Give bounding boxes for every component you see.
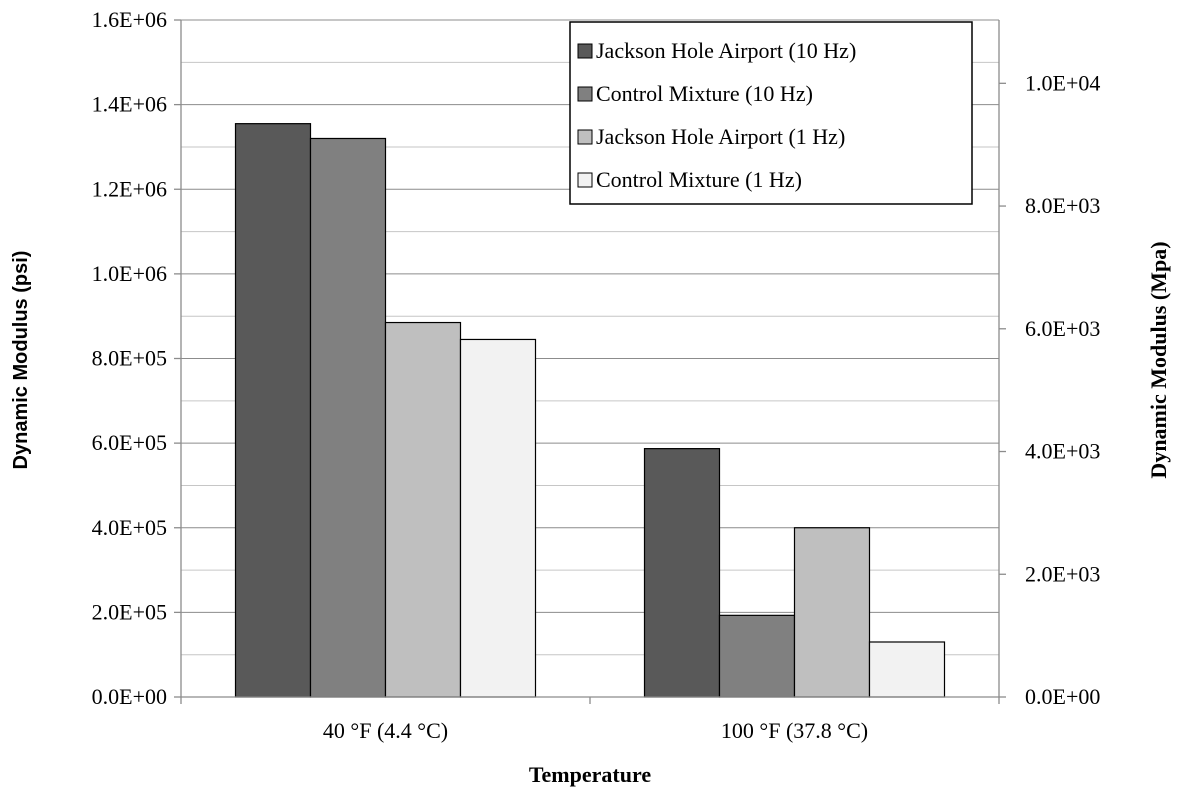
legend-entry-label: Control Mixture (10 Hz) <box>596 81 813 106</box>
left-y-tick-labels: 0.0E+00 2.0E+05 4.0E+05 6.0E+05 8.0E+05 1.0E+… <box>92 7 167 709</box>
left-tick-label: 0.0E+00 <box>92 684 167 709</box>
legend: Jackson Hole Airport (10 Hz) Control Mixt… <box>569 21 973 205</box>
bar <box>643 448 721 698</box>
legend-entry-label: Control Mixture (1 Hz) <box>596 167 802 192</box>
category-labels: 40 °F (4.4 °C) 100 °F (37.8 °C) <box>323 718 868 743</box>
left-tick-label: 6.0E+05 <box>92 430 167 455</box>
left-tick-label: 4.0E+05 <box>92 515 167 540</box>
bar <box>793 527 871 698</box>
left-tick-label: 1.0E+06 <box>92 261 167 286</box>
left-tick-label: 1.4E+06 <box>92 92 167 117</box>
right-tick-label: 4.0E+03 <box>1025 439 1100 464</box>
legend-swatch <box>577 43 593 59</box>
legend-swatch <box>577 86 593 102</box>
right-tick-label: 2.0E+03 <box>1025 561 1100 586</box>
left-tick-label: 1.2E+06 <box>92 176 167 201</box>
right-tick-label: 1.0E+04 <box>1025 70 1100 95</box>
right-tick-label: 0.0E+00 <box>1025 684 1100 709</box>
right-tick-label: 8.0E+03 <box>1025 193 1100 218</box>
y-axis-title-left: Dynamic Modulus (psi) <box>10 251 32 470</box>
legend-entry-label: Jackson Hole Airport (1 Hz) <box>596 124 845 149</box>
legend-swatch <box>577 129 593 145</box>
axes <box>174 19 1006 704</box>
legend-swatch <box>577 172 593 188</box>
y-axis-title-right: Dynamic Modulus (Mpa) <box>1146 241 1171 478</box>
bar <box>459 338 537 698</box>
category-label: 40 °F (4.4 °C) <box>323 718 448 743</box>
bar <box>384 321 462 698</box>
left-tick-label: 1.6E+06 <box>92 7 167 32</box>
left-tick-label: 8.0E+05 <box>92 346 167 371</box>
x-axis-title: Temperature <box>529 762 651 787</box>
bar <box>309 137 387 698</box>
bar <box>868 641 946 698</box>
legend-box <box>569 21 973 205</box>
bar <box>718 614 796 698</box>
legend-entry-label: Jackson Hole Airport (10 Hz) <box>596 38 856 63</box>
right-tick-label: 6.0E+03 <box>1025 316 1100 341</box>
right-y-tick-labels: 0.0E+00 2.0E+03 4.0E+03 6.0E+03 8.0E+03 1.0E+… <box>1025 70 1100 709</box>
bar <box>234 123 312 698</box>
bars <box>234 123 946 698</box>
left-tick-label: 2.0E+05 <box>92 599 167 624</box>
category-label: 100 °F (37.8 °C) <box>721 718 868 743</box>
